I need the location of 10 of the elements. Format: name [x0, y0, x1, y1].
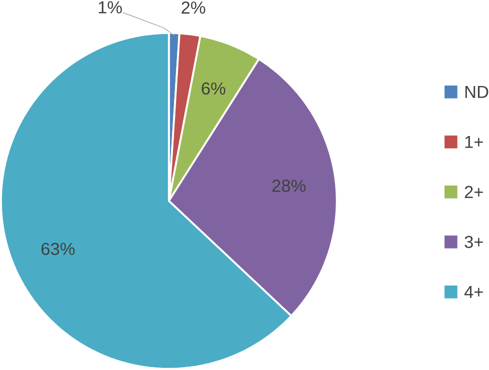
data-label: 63% — [41, 242, 75, 256]
data-label: 1% — [98, 1, 122, 14]
data-label: 2% — [182, 2, 206, 14]
data-label: 6% — [202, 82, 226, 95]
data-label: 28% — [272, 180, 306, 192]
legend-label: ND — [465, 86, 488, 98]
legend-label: 1+ — [465, 136, 483, 148]
legend-label: 3+ — [464, 236, 483, 248]
legend-label: 4+ — [464, 286, 483, 298]
legend-label: 2+ — [464, 186, 483, 198]
